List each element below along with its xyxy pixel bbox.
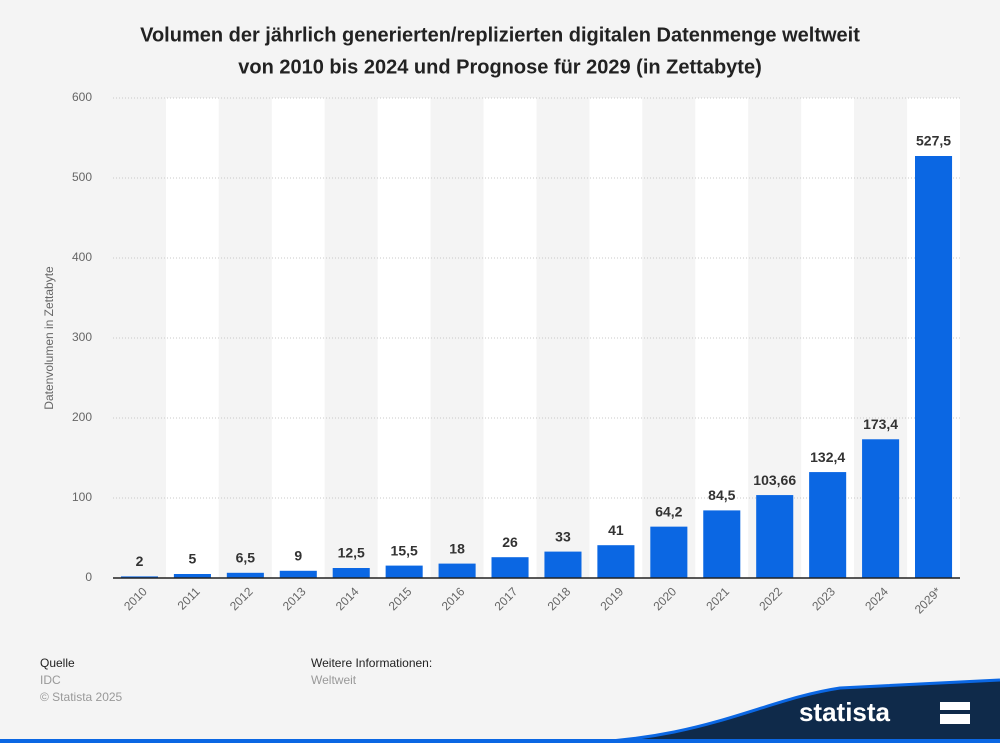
- value-label: 33: [555, 528, 571, 544]
- bar: [226, 572, 264, 578]
- value-label: 173,4: [863, 416, 898, 432]
- chart-title: von 2010 bis 2024 und Prognose für 2029 …: [238, 56, 762, 78]
- x-tick-label: 2022: [756, 584, 785, 613]
- source: IDC: [40, 673, 61, 687]
- info-title: Weitere Informationen:: [311, 656, 433, 670]
- bar: [703, 510, 741, 578]
- x-tick-label: 2011: [175, 584, 203, 612]
- y-tick-label: 200: [72, 410, 92, 424]
- value-label: 5: [189, 551, 197, 567]
- value-label: 15,5: [391, 542, 418, 558]
- value-label: 103,66: [753, 472, 796, 488]
- value-label: 6,5: [236, 550, 256, 566]
- y-tick-label: 500: [72, 170, 92, 184]
- value-label: 84,5: [708, 487, 735, 503]
- plot-band: [589, 98, 643, 578]
- x-tick-label: 2014: [333, 584, 362, 613]
- bar: [544, 551, 582, 578]
- x-tick-label: 2023: [809, 584, 838, 613]
- value-label: 64,2: [655, 503, 682, 519]
- y-tick-label: 400: [72, 250, 92, 264]
- plot-band: [271, 98, 325, 578]
- bar: [332, 568, 370, 578]
- x-tick-label: 2020: [650, 584, 679, 613]
- value-label: 9: [294, 548, 302, 564]
- x-tick-label: 2010: [121, 584, 150, 613]
- logo: statista: [799, 697, 891, 727]
- footer-wave: [560, 680, 1000, 743]
- bar: [438, 563, 476, 578]
- bar: [279, 570, 317, 578]
- x-tick-label: 2024: [862, 584, 891, 613]
- x-tick-label: 2021: [703, 584, 732, 613]
- y-tick-label: 600: [72, 90, 92, 104]
- y-tick-label: 100: [72, 490, 92, 504]
- x-tick-label: 2019: [597, 584, 626, 613]
- value-label: 132,4: [810, 449, 845, 465]
- bar: [597, 545, 635, 578]
- y-tick-label: 0: [85, 570, 92, 584]
- x-tick-label: 2016: [439, 584, 468, 613]
- value-label: 26: [502, 534, 518, 550]
- bar: [120, 576, 158, 578]
- x-tick-label: 2029*: [912, 584, 944, 616]
- bar: [809, 472, 847, 578]
- value-label: 527,5: [916, 133, 951, 149]
- value-label: 2: [136, 553, 144, 569]
- bar: [173, 574, 211, 578]
- bottom-line: [0, 739, 1000, 743]
- chart-title: Volumen der jährlich generierten/replizi…: [140, 24, 860, 46]
- bar: [650, 526, 688, 578]
- bar: [756, 495, 794, 578]
- copyright: © Statista 2025: [40, 690, 123, 704]
- logo-icon: [940, 702, 970, 724]
- value-label: 12,5: [338, 545, 365, 561]
- plot-band: [113, 98, 166, 578]
- value-label: 41: [608, 522, 624, 538]
- value-label: 18: [449, 540, 465, 556]
- x-tick-label: 2012: [227, 584, 256, 613]
- bar: [385, 565, 423, 578]
- bar: [862, 439, 900, 578]
- x-tick-label: 2015: [386, 584, 415, 613]
- plot-band: [430, 98, 484, 578]
- source-title: Quelle: [40, 656, 75, 670]
- bar: [915, 156, 953, 578]
- x-tick-label: 2017: [492, 584, 521, 613]
- bar: [491, 557, 529, 578]
- y-axis-label: Datenvolumen in Zettabyte: [42, 266, 56, 410]
- plot-band: [165, 98, 219, 578]
- x-tick-label: 2013: [280, 584, 309, 613]
- y-tick-label: 300: [72, 330, 92, 344]
- info: Weltweit: [311, 673, 357, 687]
- x-tick-label: 2018: [545, 584, 574, 613]
